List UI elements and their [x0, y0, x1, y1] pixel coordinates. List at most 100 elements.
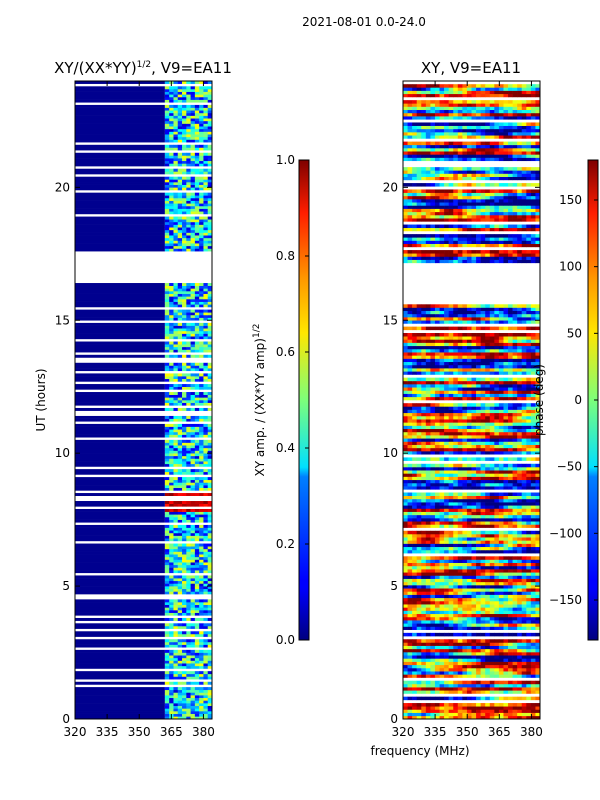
heatmap-cell — [453, 683, 459, 688]
heatmap-cell — [182, 373, 187, 377]
heatmap-cell — [173, 439, 179, 443]
heatmap-cell — [530, 482, 536, 487]
heatmap-cell — [517, 578, 523, 583]
heatmap-cell — [494, 447, 500, 452]
heatmap-cell — [203, 431, 209, 435]
heatmap-cell — [517, 594, 523, 599]
heatmap-cell — [412, 626, 417, 630]
heatmap-cell — [186, 415, 191, 419]
heatmap-cell — [407, 533, 413, 538]
heatmap-cell — [207, 407, 212, 411]
heatmap-cell — [517, 661, 523, 666]
heatmap-cell — [485, 569, 491, 573]
heatmap-cell — [194, 439, 200, 443]
heatmap-cell — [498, 431, 504, 436]
heatmap-cell — [476, 540, 481, 544]
heatmap-cell — [453, 511, 459, 516]
heatmap-cell — [190, 508, 196, 512]
heatmap-cell — [530, 683, 536, 688]
heatmap-cell — [203, 407, 209, 411]
heatmap-cell — [169, 450, 174, 454]
heatmap-cell — [190, 442, 196, 446]
heatmap-cell — [207, 482, 212, 486]
heatmap-cell — [203, 336, 209, 340]
heatmap-cell — [457, 498, 463, 503]
heatmap-cell — [173, 235, 179, 239]
heatmap-cell — [480, 518, 486, 522]
heatmap-cell — [164, 309, 170, 313]
heatmap-cell — [186, 423, 191, 427]
heatmap-row — [75, 586, 165, 590]
heatmap-row — [75, 330, 165, 334]
heatmap-cell — [194, 144, 200, 148]
heatmap-cell — [416, 594, 422, 599]
heatmap-cell — [164, 110, 170, 114]
heatmap-cell — [439, 502, 445, 506]
heatmap-cell — [186, 644, 191, 648]
heatmap-cell — [466, 709, 472, 713]
heatmap-cell — [466, 438, 472, 442]
heatmap-cell — [476, 585, 481, 589]
heatmap-cell — [190, 657, 196, 661]
heatmap-cell — [466, 549, 472, 554]
heatmap-cell — [203, 604, 209, 608]
heatmap-cell — [207, 578, 212, 582]
heatmap-cell — [480, 447, 486, 452]
heatmap-cell — [194, 171, 200, 175]
heatmap-cell — [485, 671, 491, 675]
heatmap-cell — [535, 706, 540, 710]
heatmap-cell — [182, 232, 187, 236]
heatmap-cell — [173, 317, 179, 321]
heatmap-row — [75, 689, 165, 693]
heatmap-cell — [508, 655, 513, 659]
heatmap-cell — [164, 575, 170, 579]
heatmap-cell — [203, 429, 209, 433]
heatmap-cell — [494, 431, 500, 436]
heatmap-cell — [535, 588, 540, 592]
heatmap-cell — [207, 663, 212, 667]
heatmap-cell — [434, 645, 440, 650]
heatmap-cell — [173, 711, 179, 714]
heatmap-cell — [199, 184, 204, 188]
heatmap-cell — [489, 703, 495, 707]
heatmap-cell — [186, 554, 191, 558]
heatmap-cell — [169, 131, 174, 135]
heatmap-cell — [508, 680, 513, 685]
heatmap-cell — [190, 407, 196, 411]
heatmap-cell — [498, 463, 504, 468]
heatmap-cell — [425, 431, 431, 436]
heatmap-cell — [434, 648, 440, 653]
heatmap-row — [75, 203, 165, 207]
heatmap-cell — [489, 581, 495, 586]
heatmap-cell — [480, 473, 486, 477]
heatmap-cell — [199, 554, 204, 558]
heatmap-cell — [194, 426, 200, 430]
heatmap-cell — [207, 112, 212, 116]
heatmap-cell — [421, 626, 427, 630]
heatmap-cell — [169, 376, 174, 380]
heatmap-cell — [517, 664, 523, 669]
heatmap-cell — [535, 632, 540, 637]
heatmap-cell — [521, 565, 527, 570]
heatmap-cell — [207, 695, 212, 699]
heatmap-cell — [535, 562, 540, 567]
heatmap-cell — [430, 661, 436, 666]
heatmap-cell — [430, 581, 436, 586]
heatmap-cell — [173, 657, 179, 661]
heatmap-cell — [169, 227, 174, 231]
heatmap-cell — [169, 248, 174, 252]
heatmap-cell — [517, 521, 523, 525]
heatmap-cell — [169, 546, 174, 550]
heatmap-cell — [494, 639, 500, 643]
heatmap-cell — [434, 613, 440, 618]
heatmap-cell — [448, 521, 454, 525]
heatmap-cell — [194, 107, 200, 111]
heatmap-cell — [476, 664, 481, 669]
heatmap-cell — [164, 655, 170, 659]
heatmap-cell — [203, 163, 209, 167]
heatmap-cell — [199, 487, 204, 491]
heatmap-cell — [425, 655, 431, 659]
heatmap-cell — [476, 667, 481, 672]
heatmap-cell — [199, 543, 204, 547]
panel2-heatmap — [403, 84, 540, 719]
